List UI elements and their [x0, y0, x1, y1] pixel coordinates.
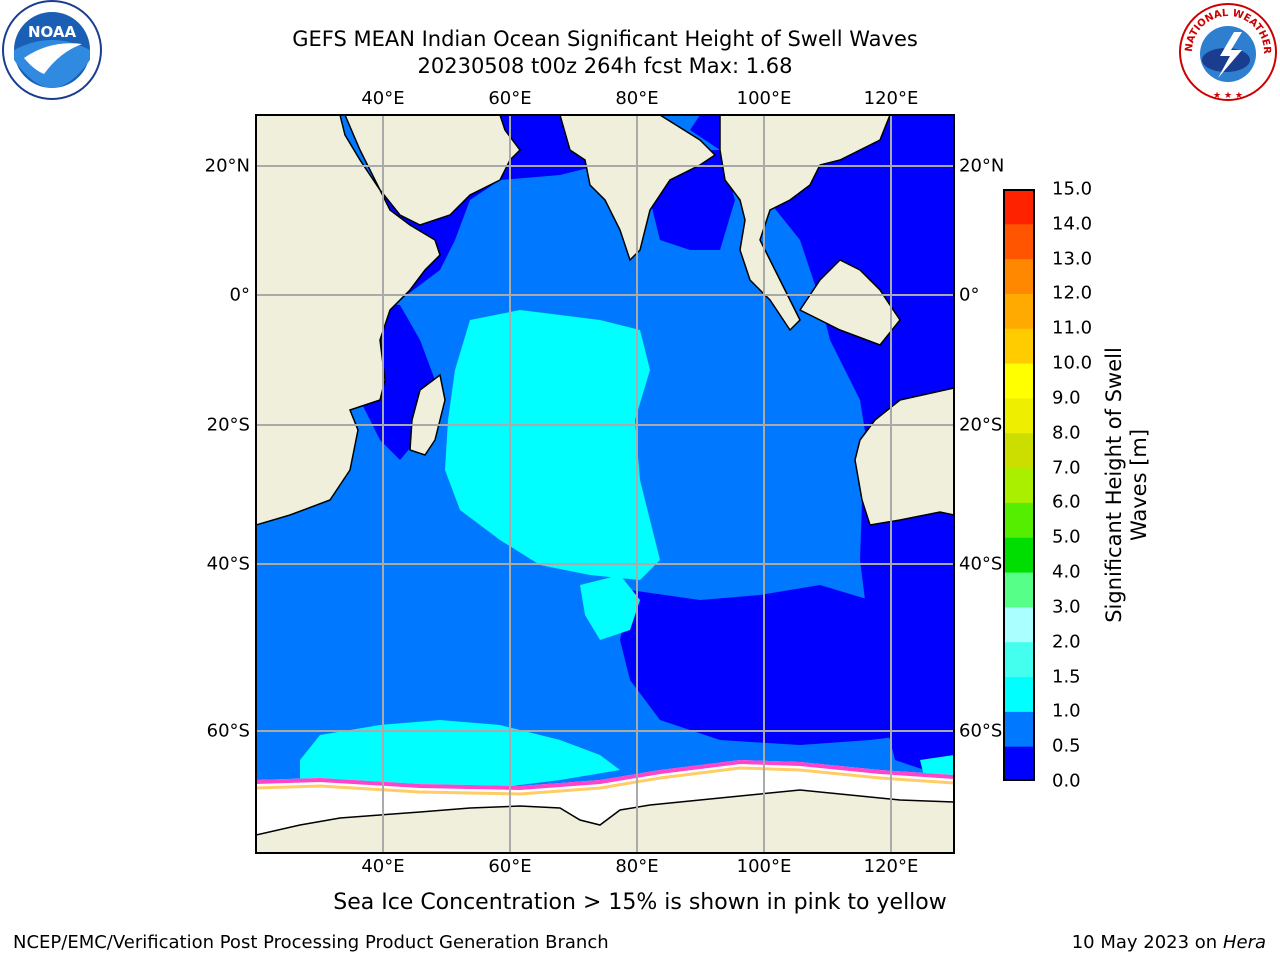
lon-tick-bottom-120: 120°E [863, 856, 919, 877]
colorbar-tick-label: 10.0 [1052, 352, 1093, 374]
high-swell-patch [580, 575, 640, 640]
footer-credit: NCEP/EMC/Verification Post Processing Pr… [13, 932, 609, 953]
colorbar-bin [1003, 189, 1035, 225]
lat-tick-right-60s: 60°S [959, 720, 1003, 742]
footer-date-text: 10 May 2023 on [1071, 932, 1218, 953]
high-swell-south [300, 720, 620, 800]
colorbar-tick-label: 7.0 [1052, 457, 1081, 479]
footer-host: Hera [1222, 932, 1266, 953]
low-swell-south [620, 585, 954, 745]
colorbar-bin [1003, 641, 1035, 678]
colorbar-tick-label: 4.0 [1052, 561, 1081, 583]
colorbar-title-line2: Waves [m] [1127, 428, 1151, 542]
colorbar-frame [1003, 189, 1035, 781]
colorbar-bin [1003, 293, 1035, 329]
lon-tick-top-40: 40°E [361, 88, 405, 109]
map-title: GEFS MEAN Indian Ocean Significant Heigh… [292, 27, 918, 51]
colorbar-tick-label: 6.0 [1052, 491, 1081, 513]
sea-ice-edge-yellow [256, 766, 954, 796]
colorbar-tick-label: 0.0 [1052, 770, 1081, 792]
lat-tick-right-20n: 20°N [959, 155, 1005, 177]
lon-tick-bottom-80: 80°E [615, 856, 659, 877]
lon-tick-top-60: 60°E [488, 88, 532, 109]
colorbar-title-line1: Significant Height of Swell [1102, 347, 1126, 623]
high-swell-central [445, 310, 660, 580]
lat-tick-left-40s: 40°S [206, 553, 250, 575]
colorbar-bin [1003, 746, 1035, 781]
colorbar-tick-label: 3.0 [1052, 596, 1081, 618]
svg-text:★ ★ ★: ★ ★ ★ [1213, 91, 1243, 101]
nws-logo: NATIONAL WEATHER SERVICE ★ ★ ★ [1176, 0, 1277, 101]
colorbar [1003, 189, 1035, 781]
land-australia [854, 387, 954, 526]
land-sumatra-borneo [798, 259, 901, 346]
colorbar-bin [1003, 711, 1035, 747]
colorbar-bin [1003, 397, 1035, 434]
colorbar-bin [1003, 537, 1035, 573]
map-grid [256, 115, 954, 853]
lat-tick-left-20s: 20°S [206, 414, 250, 436]
colorbar-tick-label: 1.5 [1052, 666, 1081, 688]
colorbar-bin [1003, 432, 1035, 469]
sea-ice-note: Sea Ice Concentration > 15% is shown in … [333, 890, 947, 915]
lon-tick-bottom-60: 60°E [488, 856, 532, 877]
colorbar-bin [1003, 363, 1035, 399]
land-se-asia [719, 115, 891, 332]
lon-tick-bottom-100: 100°E [736, 856, 792, 877]
colorbar-tick-label: 11.0 [1052, 317, 1093, 339]
land-antarctica [256, 789, 954, 853]
lat-tick-right-20s: 20°S [959, 414, 1003, 436]
colorbar-bin [1003, 676, 1035, 712]
lat-tick-right-0: 0° [959, 284, 980, 306]
lat-tick-left-60s: 60°S [206, 720, 250, 742]
colorbar-tick-label: 9.0 [1052, 387, 1081, 409]
colorbar-tick-label: 13.0 [1052, 248, 1093, 270]
lat-tick-right-40s: 40°S [959, 553, 1003, 575]
colorbar-tick-label: 0.5 [1052, 735, 1081, 757]
map-frame [255, 114, 955, 854]
colorbar-bin [1003, 572, 1035, 608]
noaa-logo-text: NOAA [28, 23, 77, 41]
noaa-logo: NOAA [2, 0, 102, 100]
colorbar-tick-label: 1.0 [1052, 700, 1081, 722]
colorbar-bin [1003, 606, 1035, 643]
footer-date: 10 May 2023 on Hera [1072, 932, 1266, 953]
colorbar-tick-label: 2.0 [1052, 631, 1081, 653]
colorbar-tick-label: 15.0 [1052, 178, 1093, 200]
colorbar-tick-label: 14.0 [1052, 213, 1093, 235]
lon-tick-top-80: 80°E [615, 88, 659, 109]
land-africa-arabia [256, 115, 521, 526]
lat-tick-left-20n: 20°N [204, 155, 250, 177]
map-subtitle: 20230508 t00z 264h fcst Max: 1.68 [417, 54, 793, 78]
colorbar-bin [1003, 467, 1035, 503]
colorbar-bin [1003, 258, 1035, 294]
colorbar-bin [1003, 502, 1035, 538]
colorbar-bin [1003, 328, 1035, 364]
colorbar-title: Significant Height of Swell Waves [m] [1102, 347, 1152, 623]
lat-tick-left-0: 0° [229, 284, 250, 306]
colorbar-tick-label: 5.0 [1052, 526, 1081, 548]
colorbar-bin [1003, 223, 1035, 260]
sea-ice-edge [256, 759, 954, 791]
lon-tick-top-120: 120°E [863, 88, 919, 109]
colorbar-tick-label: 12.0 [1052, 282, 1093, 304]
lon-tick-bottom-40: 40°E [361, 856, 405, 877]
lon-tick-top-100: 100°E [736, 88, 792, 109]
colorbar-tick-label: 8.0 [1052, 422, 1081, 444]
